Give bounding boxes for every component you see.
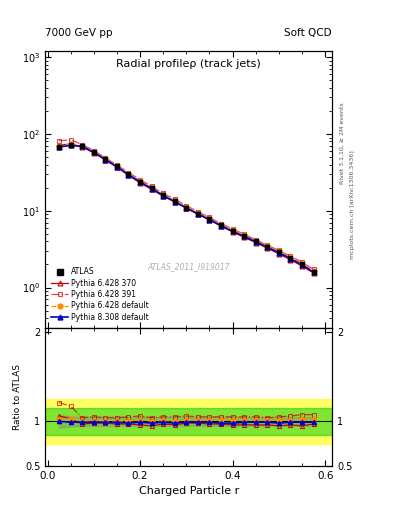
Text: mcplots.cern.ch [arXiv:1306.3436]: mcplots.cern.ch [arXiv:1306.3436] xyxy=(350,151,355,259)
Y-axis label: Ratio to ATLAS: Ratio to ATLAS xyxy=(13,364,22,430)
Text: Soft QCD: Soft QCD xyxy=(285,28,332,38)
Text: 7000 GeV pp: 7000 GeV pp xyxy=(45,28,113,38)
Text: Rivet 3.1.10, ≥ 2M events: Rivet 3.1.10, ≥ 2M events xyxy=(340,102,345,184)
Legend: ATLAS, Pythia 6.428 370, Pythia 6.428 391, Pythia 6.428 default, Pythia 8.308 de: ATLAS, Pythia 6.428 370, Pythia 6.428 39… xyxy=(49,265,151,324)
Bar xyxy=(45,399,332,443)
X-axis label: Charged Particle r: Charged Particle r xyxy=(138,486,239,496)
Text: ATLAS_2011_I919017: ATLAS_2011_I919017 xyxy=(147,262,230,271)
Bar xyxy=(45,408,332,435)
Text: Radial profileρ (track jets): Radial profileρ (track jets) xyxy=(116,59,261,70)
